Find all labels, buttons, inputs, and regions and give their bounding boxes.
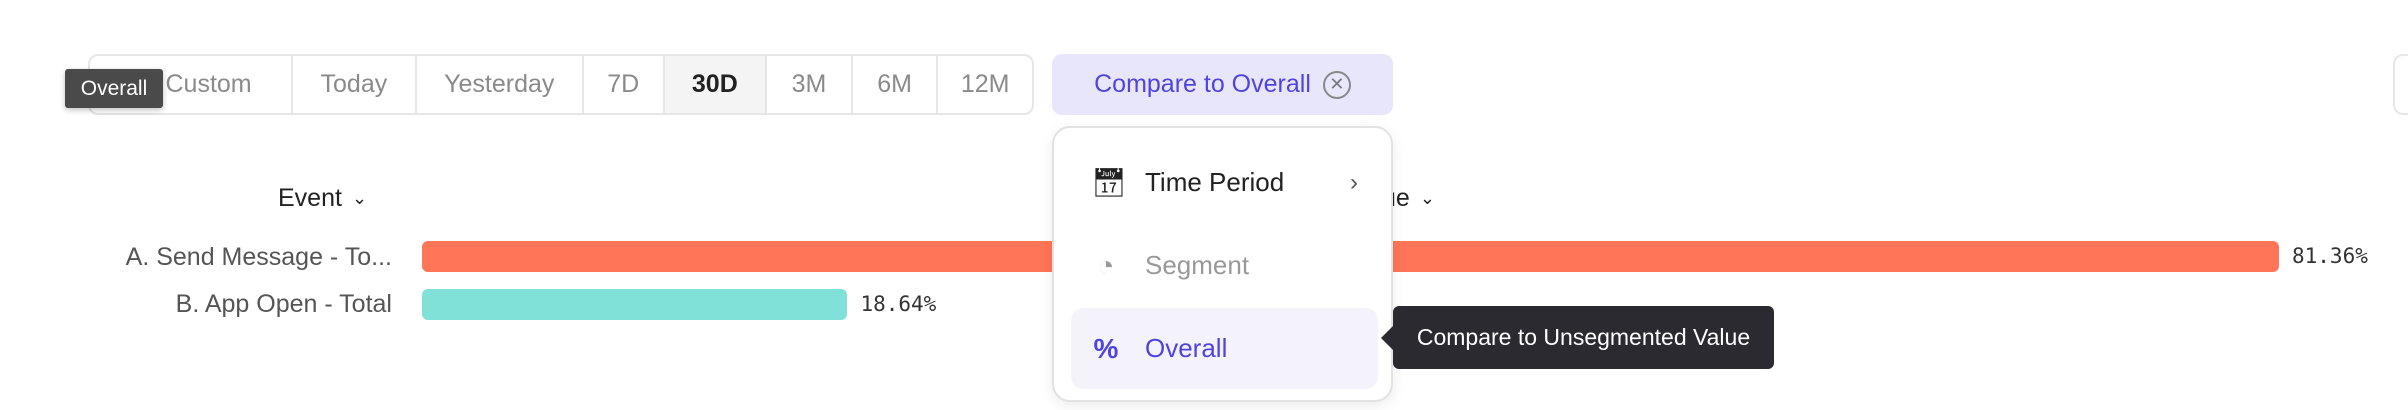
menu-item-overall[interactable]: % Overall: [1071, 308, 1378, 389]
date-option-6m[interactable]: 6M: [853, 56, 939, 113]
date-option-12m[interactable]: 12M: [960, 70, 1010, 98]
bar-app-open[interactable]: [422, 289, 848, 320]
chevron-down-icon: ⌄: [1419, 188, 1435, 208]
date-option-today[interactable]: Today: [293, 56, 417, 113]
right-control[interactable]: [2393, 54, 2408, 115]
bar-value: 81.36%: [2292, 244, 2368, 268]
menu-item-segment[interactable]: ◔ Segment: [1071, 225, 1378, 306]
compare-to-overall-button[interactable]: Compare to Overall ✕: [1052, 54, 1393, 115]
compare-menu: 📅︎ Time Period › ◔ Segment % Overall: [1052, 126, 1393, 402]
compare-label: Compare to Overall: [1094, 70, 1311, 98]
pie-icon: ◔: [1097, 249, 1115, 281]
calendar-icon: 📅︎: [1091, 167, 1127, 198]
close-circle-icon[interactable]: ✕: [1322, 70, 1351, 99]
date-option-7d[interactable]: 7D: [584, 56, 665, 113]
option-label: Custom: [165, 70, 252, 98]
percent-icon: %: [1093, 332, 1119, 364]
menu-item-time-period[interactable]: 📅︎ Time Period ›: [1071, 142, 1378, 223]
event-column-header[interactable]: Event ⌄: [278, 184, 367, 213]
date-option-custom[interactable]: Custom: [90, 56, 294, 113]
date-option-3m[interactable]: 3M: [767, 56, 853, 113]
overall-tooltip: Overall: [65, 69, 163, 108]
menu-item-label: Overall: [1145, 333, 1228, 363]
menu-tooltip: Compare to Unsegmented Value: [1381, 306, 1774, 369]
menu-item-label: Segment: [1145, 250, 1250, 280]
header-label: Event: [278, 184, 342, 212]
date-option-yesterday[interactable]: Yesterday: [417, 56, 584, 113]
chevron-right-icon: ›: [1350, 168, 1358, 196]
bar-value: 18.64%: [860, 292, 937, 316]
chevron-down-icon: ⌄: [351, 188, 368, 208]
row-label: B. App Open - Total: [175, 290, 392, 318]
row-label: A. Send Message - To...: [125, 243, 392, 271]
date-range-selector: Custom Today Yesterday 7D 30D 3M 6M 12M: [88, 54, 1034, 115]
date-option-30d[interactable]: 30D: [664, 56, 768, 113]
menu-item-label: Time Period: [1145, 167, 1285, 197]
